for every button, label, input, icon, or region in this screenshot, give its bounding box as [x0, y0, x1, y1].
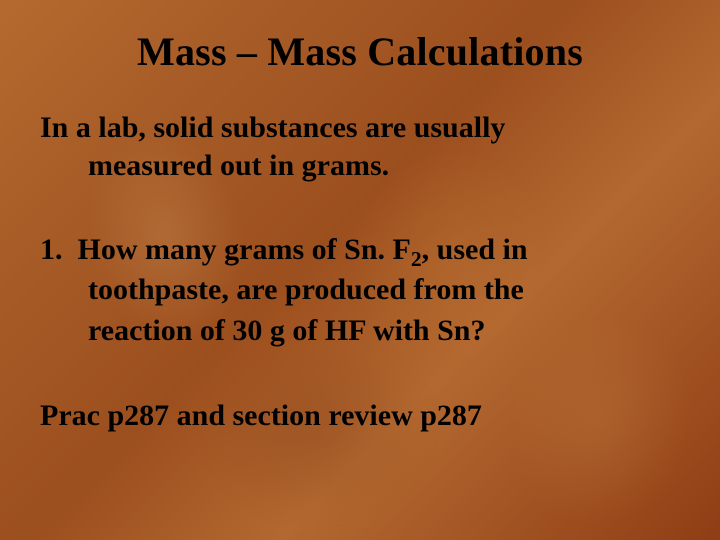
question-number: 1. — [40, 233, 63, 266]
question-line-2: toothpaste, are produced from the — [40, 270, 680, 311]
intro-paragraph: In a lab, solid substances are usually m… — [40, 109, 680, 186]
question-1: 1. How many grams of Sn. F2, used in too… — [40, 230, 680, 352]
question-line-3: reaction of 30 g of HF with Sn? — [40, 311, 680, 352]
question-line-1a: How many grams of Sn. F — [78, 233, 411, 266]
intro-line-2: measured out in grams. — [40, 147, 680, 185]
footer-reference: Prac p287 and section review p287 — [40, 399, 680, 433]
slide-title: Mass – Mass Calculations — [40, 28, 680, 75]
question-line-1b: , used in — [422, 233, 528, 266]
intro-line-1: In a lab, solid substances are usually — [40, 111, 505, 144]
slide-content: Mass – Mass Calculations In a lab, solid… — [40, 28, 680, 433]
subscript-2: 2 — [411, 247, 422, 271]
slide: Mass – Mass Calculations In a lab, solid… — [0, 0, 720, 540]
